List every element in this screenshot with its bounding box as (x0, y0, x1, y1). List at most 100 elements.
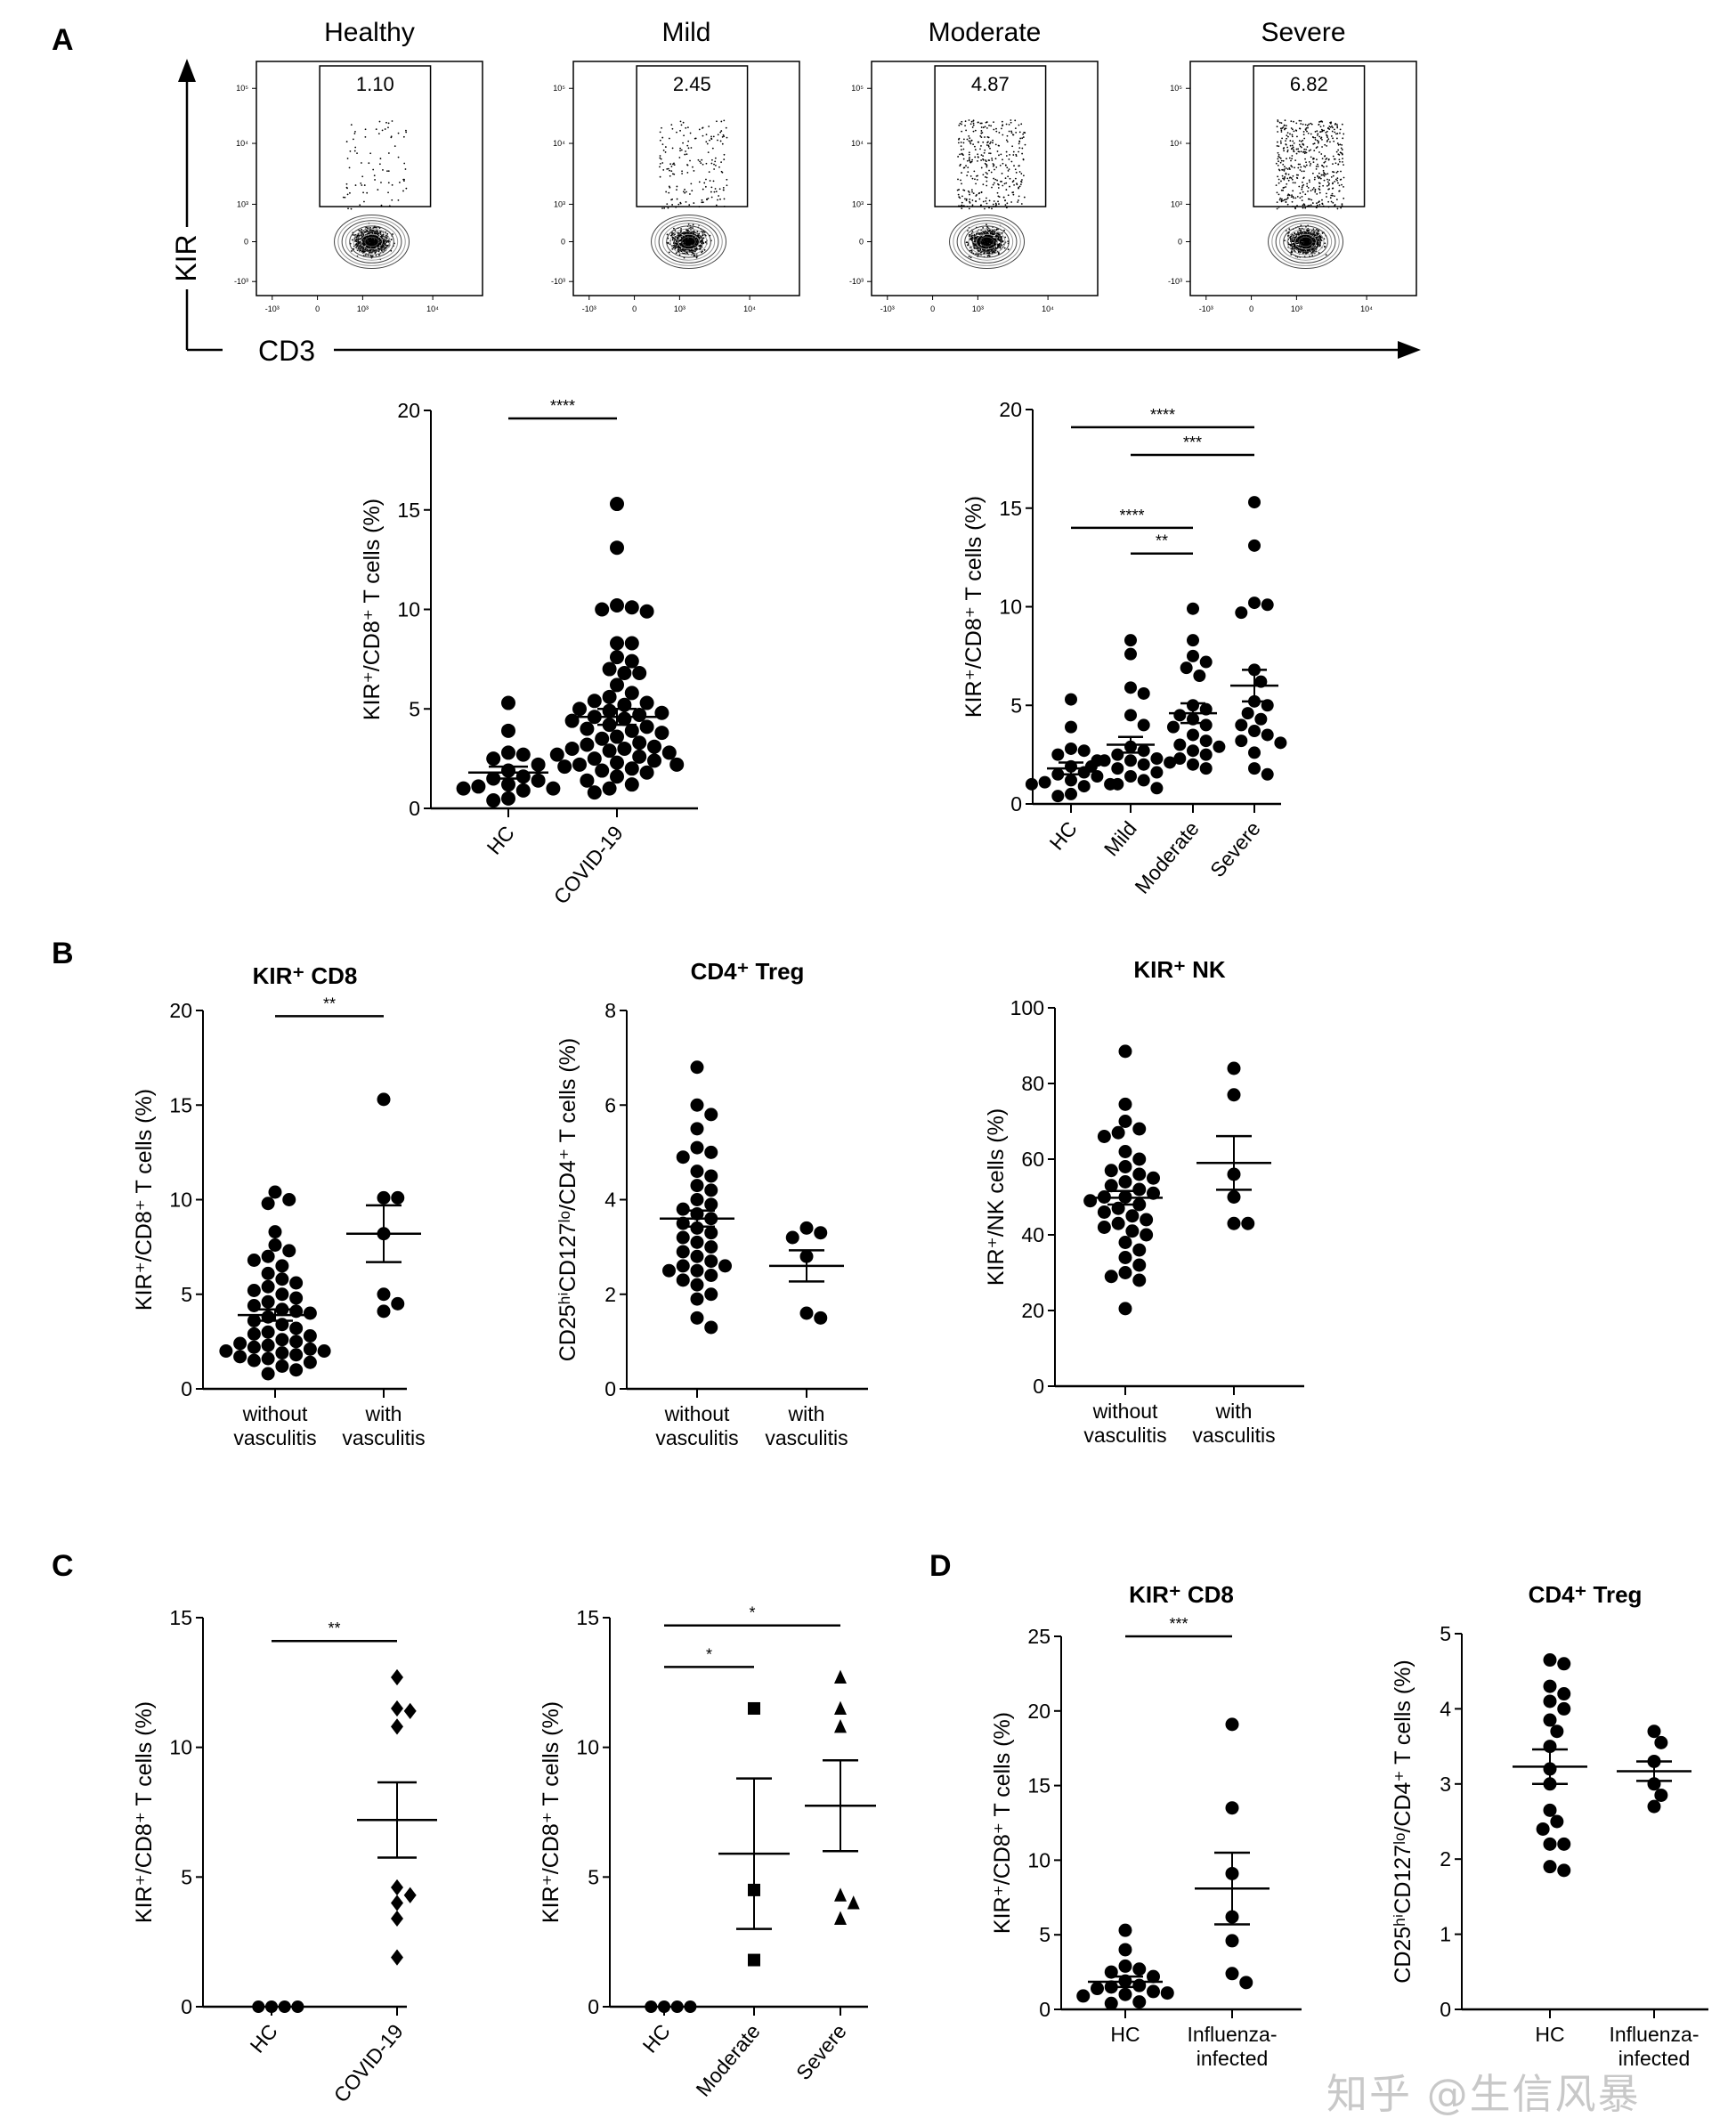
flow-event (1284, 166, 1286, 168)
flow-event (1278, 193, 1280, 196)
flow-event (1283, 178, 1286, 181)
flow-event (1313, 158, 1315, 160)
flow-event (1306, 239, 1309, 241)
y-tick-label: 0 (1039, 1998, 1051, 2021)
flow-event (1324, 246, 1326, 248)
flow-event (1314, 136, 1317, 139)
flow-event (676, 243, 678, 245)
flow-event (669, 163, 672, 166)
flow-event (993, 121, 994, 124)
flow-event (711, 147, 714, 150)
flow-event (673, 244, 675, 247)
flow-event (684, 239, 686, 242)
data-point (1235, 718, 1248, 732)
flow-event (961, 120, 963, 123)
flow-event (683, 240, 685, 243)
data-point (704, 1287, 718, 1302)
flow-event (985, 200, 987, 202)
flow-event (402, 135, 405, 138)
flow-event (701, 199, 703, 201)
flow-event (369, 239, 371, 241)
flow-event (1292, 146, 1294, 149)
flow-event (986, 239, 988, 242)
flow-event (690, 226, 692, 229)
data-point (1164, 756, 1177, 769)
flow-event (1018, 142, 1020, 145)
data-point (595, 763, 610, 778)
data-point (1199, 762, 1213, 775)
data-point (282, 1244, 296, 1258)
flow-event (1299, 197, 1302, 199)
flow-event (1340, 147, 1343, 150)
flow-event (669, 174, 671, 177)
flow-event (351, 239, 353, 241)
flow-event (982, 126, 985, 129)
chart-title: CD4⁺ Treg (691, 958, 805, 985)
flow-event (1302, 170, 1305, 173)
flow-event (1337, 153, 1340, 156)
data-point (1137, 718, 1150, 732)
flow-event (1296, 195, 1299, 198)
flow-gate (1253, 65, 1366, 207)
flow-event (1286, 198, 1288, 200)
flow-event (1280, 122, 1283, 125)
flow-event (976, 193, 978, 196)
flow-event (1334, 178, 1337, 181)
flow-event (1294, 166, 1295, 169)
y-tick-label: 0 (588, 1995, 599, 2018)
data-point (1104, 1164, 1118, 1178)
flow-event (994, 231, 996, 233)
flow-event (685, 242, 687, 245)
data-point (1543, 1713, 1557, 1727)
flow-event (1286, 168, 1289, 170)
flow-event (714, 157, 717, 159)
flow-event (1001, 231, 1003, 234)
flow-event (961, 152, 963, 155)
flow-event (356, 152, 358, 155)
kir-axis-label: KIR (170, 234, 202, 281)
flow-contour (341, 220, 402, 264)
data-point (1543, 1860, 1557, 1874)
flow-event (993, 164, 995, 166)
flow-event (666, 233, 669, 236)
flow-event (996, 179, 998, 182)
x-category-label: HC (246, 2020, 282, 2057)
flow-event (989, 229, 991, 231)
y-tick-label: 40 (1021, 1223, 1044, 1246)
flow-event (719, 140, 722, 142)
flow-event (387, 152, 390, 154)
flow-event (1006, 202, 1009, 205)
flow-event (692, 166, 694, 168)
flow-event (663, 207, 666, 209)
data-point (1241, 1216, 1255, 1230)
flow-y-tick-label: 0 (1178, 238, 1182, 247)
data-point (1557, 1837, 1571, 1851)
data-point (1124, 769, 1137, 783)
flow-event (992, 203, 994, 206)
flow-event (1277, 175, 1279, 178)
flow-event (659, 139, 661, 142)
data-point (1111, 748, 1124, 761)
flow-event (1324, 143, 1326, 146)
flow-event (1314, 138, 1317, 141)
flow-event (1291, 166, 1294, 168)
flow-event (993, 128, 995, 131)
y-tick-label: 20 (397, 399, 420, 422)
data-point (690, 1140, 704, 1155)
flow-event (962, 138, 965, 141)
flow-event (1334, 195, 1335, 198)
flow-event (1295, 148, 1298, 150)
flow-event (1285, 186, 1287, 188)
flow-event (715, 164, 717, 166)
flow-event (387, 170, 390, 173)
data-point (1140, 1213, 1154, 1227)
flow-event (661, 207, 663, 209)
flow-event (1316, 193, 1318, 195)
flow-event (1329, 197, 1332, 199)
flow-contour (968, 228, 1006, 256)
flow-event (959, 165, 961, 166)
flow-event (1318, 185, 1321, 188)
flow-event (350, 124, 353, 126)
flow-event (999, 234, 1002, 236)
flow-event (1309, 198, 1311, 200)
